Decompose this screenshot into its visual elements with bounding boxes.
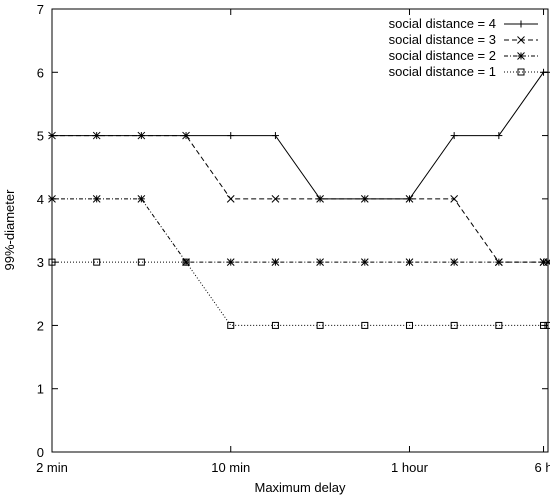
y-tick-label: 3 <box>37 255 44 270</box>
data-point-star <box>48 195 56 203</box>
data-point-cross <box>48 131 56 140</box>
legend-label: social distance = 1 <box>389 64 496 79</box>
data-point-square <box>361 321 369 329</box>
x-tick-label: 1 hour <box>391 460 429 475</box>
legend-marker-square <box>517 68 525 76</box>
series-1 <box>48 68 550 203</box>
data-point-cross <box>450 195 459 203</box>
data-point-cross <box>316 195 324 203</box>
data-point-plus <box>271 132 279 140</box>
legend-marker-star <box>517 52 525 60</box>
y-tick-label: 1 <box>37 382 44 397</box>
data-point-star <box>92 195 101 203</box>
y-tick-label: 5 <box>37 129 44 144</box>
data-point-cross <box>271 195 280 203</box>
y-tick-label: 6 <box>37 65 44 80</box>
data-point-star <box>544 258 550 266</box>
data-point-square <box>540 321 548 329</box>
x-tick-label: 10 min <box>211 460 250 475</box>
series-layer <box>48 68 550 329</box>
data-point-cross <box>137 131 146 140</box>
legend-label: social distance = 2 <box>389 48 496 63</box>
legend-label: social distance = 3 <box>389 32 496 47</box>
data-point-plus <box>227 132 235 140</box>
x-tick-label: 2 min <box>36 460 68 475</box>
y-tick-label: 0 <box>37 445 44 460</box>
data-point-square <box>405 321 413 329</box>
data-point-star <box>271 258 280 266</box>
data-point-cross <box>226 195 235 203</box>
data-point-cross <box>92 131 101 140</box>
data-point-square <box>93 258 101 266</box>
data-point-star <box>226 258 235 266</box>
series-2 <box>48 131 550 266</box>
y-tick-label: 7 <box>37 2 44 17</box>
data-point-square <box>544 321 550 329</box>
data-point-square <box>48 258 56 266</box>
legend-label: social distance = 4 <box>389 16 496 31</box>
data-point-square <box>271 321 279 329</box>
data-point-square <box>450 321 458 329</box>
data-point-star <box>450 258 459 266</box>
x-axis-ticks: 2 min 10 min 1 hour 6 h <box>36 9 550 475</box>
series-4 <box>48 258 550 329</box>
data-point-star <box>494 258 503 266</box>
data-point-star <box>316 258 324 266</box>
legend-marker-cross <box>517 36 525 44</box>
data-point-square <box>137 258 145 266</box>
data-point-square <box>316 321 324 329</box>
data-point-square <box>227 321 235 329</box>
y-tick-label: 4 <box>37 192 44 207</box>
data-point-square <box>495 321 503 329</box>
series-line <box>52 261 548 326</box>
y-tick-label: 2 <box>37 318 44 333</box>
data-point-square <box>182 258 190 266</box>
data-point-star <box>137 195 146 203</box>
data-point-plus <box>495 132 503 140</box>
series-3 <box>48 195 550 266</box>
data-point-plus <box>544 68 550 76</box>
data-point-star <box>360 258 369 266</box>
data-point-cross <box>360 195 369 203</box>
series-line <box>52 198 548 263</box>
x-tick-label: 6 h <box>534 460 550 475</box>
data-point-cross <box>405 195 414 203</box>
plot-frame <box>51 8 549 453</box>
data-point-star <box>405 258 414 266</box>
legend-marker-plus <box>517 20 525 28</box>
y-axis-label: 99%-diameter <box>2 189 17 271</box>
data-point-plus <box>450 132 458 140</box>
x-axis-label: Maximum delay <box>254 480 346 495</box>
data-point-star <box>182 258 190 266</box>
data-point-cross <box>182 131 190 140</box>
